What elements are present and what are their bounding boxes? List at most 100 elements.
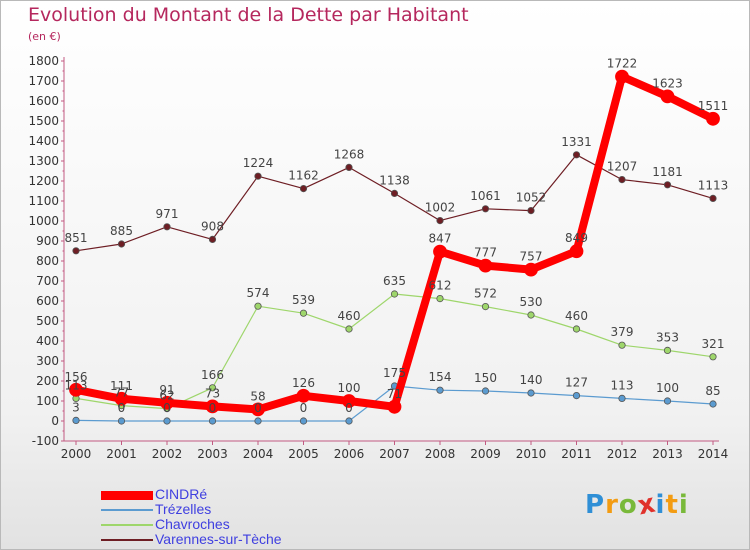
data-point — [117, 240, 126, 248]
data-point — [663, 397, 672, 405]
data-point — [387, 399, 402, 414]
data-label: 908 — [201, 219, 224, 233]
y-tick-label: 0 — [51, 414, 59, 428]
logo-letter: t — [665, 490, 679, 520]
data-point — [572, 325, 581, 333]
data-label: 1162 — [288, 169, 319, 183]
y-tick-label: 1200 — [28, 174, 59, 188]
data-label: 126 — [292, 376, 315, 390]
data-label: 166 — [201, 368, 224, 382]
legend-label-cindre: CINDRé — [155, 486, 208, 502]
data-label: 1061 — [470, 189, 501, 203]
data-point — [117, 417, 126, 425]
data-label: 777 — [474, 246, 497, 260]
data-point — [433, 244, 447, 259]
data-label: 1511 — [698, 99, 729, 113]
data-label: 0 — [163, 401, 171, 415]
legend-swatch-trezelles — [101, 509, 153, 511]
y-tick-label: 500 — [36, 314, 59, 328]
data-label: 353 — [656, 330, 679, 344]
data-point — [342, 394, 356, 408]
data-point — [706, 111, 720, 126]
data-label: 58 — [250, 389, 265, 403]
series-line — [75, 72, 715, 414]
data-label: 321 — [702, 337, 725, 351]
x-tick-label: 2012 — [607, 447, 638, 461]
data-label: 1268 — [334, 147, 365, 161]
data-point — [345, 325, 353, 333]
data-point — [481, 387, 490, 395]
data-point — [72, 416, 80, 424]
data-point — [254, 302, 262, 310]
data-label: 100 — [338, 381, 361, 395]
data-point — [69, 382, 83, 397]
data-label: 1113 — [698, 178, 729, 192]
data-point — [163, 223, 171, 231]
data-point — [481, 205, 490, 213]
data-point — [160, 395, 174, 410]
data-label: 1052 — [516, 191, 547, 205]
data-label: 530 — [520, 295, 543, 309]
y-tick-label: 300 — [36, 354, 59, 368]
data-label: 1181 — [652, 165, 683, 179]
y-tick-label: 700 — [36, 274, 59, 288]
y-tick-label: 600 — [36, 294, 59, 308]
data-point — [481, 302, 490, 311]
x-tick-label: 2006 — [334, 447, 365, 461]
data-label: 0 — [118, 401, 126, 415]
logo-letter: i — [678, 490, 689, 520]
data-label: 612 — [429, 279, 452, 293]
data-label: 1722 — [607, 57, 638, 71]
data-point — [478, 258, 493, 273]
data-label: 1138 — [379, 173, 410, 187]
data-label: 140 — [520, 373, 543, 387]
data-label: 111 — [110, 379, 133, 393]
data-label: 0 — [209, 401, 217, 415]
y-tick-label: 1400 — [28, 134, 59, 148]
data-label: 113 — [65, 378, 88, 392]
y-tick-label: 1800 — [28, 54, 59, 68]
x-tick-label: 2008 — [425, 447, 456, 461]
data-point — [299, 309, 308, 317]
data-point — [345, 417, 353, 425]
logo-letter: i — [655, 490, 666, 520]
data-label: 150 — [474, 371, 497, 385]
legend-swatch-cindre — [101, 490, 153, 500]
data-point — [572, 151, 581, 159]
x-tick-label: 2010 — [516, 447, 547, 461]
data-label: 572 — [474, 287, 497, 301]
x-tick-label: 2000 — [61, 447, 92, 461]
data-point — [163, 417, 171, 425]
data-label: 127 — [565, 376, 588, 390]
data-point — [527, 207, 535, 215]
data-label: 539 — [292, 293, 315, 307]
y-tick-label: 400 — [36, 334, 59, 348]
logo-letter: P — [585, 490, 606, 520]
data-point — [436, 217, 444, 225]
y-tick-label: 900 — [36, 234, 59, 248]
data-point — [527, 311, 535, 319]
y-tick-label: 1700 — [28, 74, 59, 88]
data-label: 1002 — [425, 201, 456, 215]
legend-swatch-varennes — [101, 539, 153, 541]
data-point — [569, 244, 584, 259]
y-tick-label: 1600 — [28, 94, 59, 108]
data-label: 851 — [65, 231, 88, 245]
data-point — [345, 163, 353, 171]
data-label: 885 — [110, 224, 133, 238]
x-tick-label: 2011 — [561, 447, 592, 461]
data-point — [572, 391, 581, 400]
data-label: 85 — [705, 384, 720, 398]
data-label: 100 — [656, 381, 679, 395]
x-tick-label: 2007 — [379, 447, 410, 461]
data-point — [618, 341, 626, 349]
data-label: 971 — [156, 207, 179, 221]
logo-letter: r — [605, 490, 619, 520]
data-point — [709, 400, 717, 408]
data-label: 62 — [159, 389, 174, 403]
data-label: 460 — [565, 309, 588, 323]
data-point — [208, 417, 217, 425]
data-point — [114, 391, 129, 406]
legend-label-trezelles: Trézelles — [155, 501, 212, 517]
